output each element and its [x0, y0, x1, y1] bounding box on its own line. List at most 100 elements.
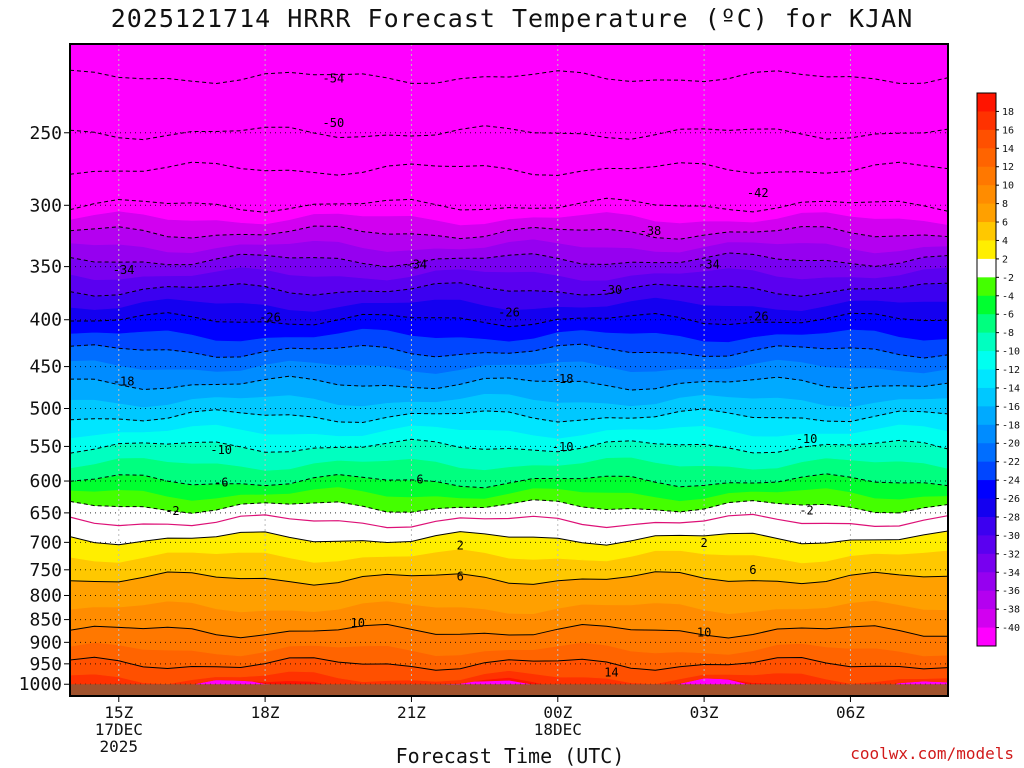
contour-line — [70, 473, 948, 489]
contour-line — [70, 408, 948, 424]
y-tick-label: 250 — [29, 123, 62, 144]
x-tick-label: 03Z — [690, 703, 719, 722]
contour-label: -38 — [640, 224, 662, 238]
colorbar-swatch — [977, 185, 996, 205]
contour-label: -54 — [323, 71, 345, 85]
contour-line — [70, 438, 948, 454]
colorbar-swatch — [977, 332, 996, 352]
colorbar-label: -10 — [1002, 347, 1020, 358]
contour-label: -2 — [165, 504, 179, 518]
contour-line — [70, 499, 948, 514]
y-tick-label: 1000 — [19, 674, 62, 695]
y-tick-label: 500 — [29, 399, 62, 420]
contour-label: -34 — [405, 257, 427, 271]
contour-label: 2 — [457, 539, 464, 553]
colorbar-swatch — [977, 277, 996, 297]
colorbar-label: -12 — [1002, 365, 1020, 376]
colorbar-swatch — [977, 240, 996, 260]
colorbar-label: -2 — [1002, 273, 1014, 284]
colorbar-label: 16 — [1002, 125, 1014, 136]
y-tick-label: 950 — [29, 654, 62, 675]
colorbar-label: 2 — [1002, 254, 1008, 265]
y-tick-label: 750 — [29, 560, 62, 581]
contour-lines — [70, 69, 948, 671]
contour-label: 10 — [697, 625, 711, 639]
contour-line — [70, 161, 948, 176]
contour-line — [70, 375, 948, 391]
x-tick-label: 18DEC — [534, 720, 582, 739]
colorbar-label: -14 — [1002, 383, 1020, 394]
y-tick-label: 600 — [29, 471, 62, 492]
colorbar-label: -32 — [1002, 549, 1020, 560]
contour-label: -50 — [323, 116, 345, 130]
colorbar-swatch — [977, 295, 996, 315]
contour-label: -10 — [796, 432, 818, 446]
colorbar-label: -22 — [1002, 457, 1020, 468]
colorbar-swatch — [977, 553, 996, 573]
colorbar-label: -24 — [1002, 476, 1020, 487]
colorbar-label: -40 — [1002, 623, 1020, 634]
contour-labels: -54-50-42-38-34 -34 -34-30-26 -26 -26-18 -18-… — [113, 71, 818, 679]
contour-label: -18 — [113, 374, 135, 388]
colorbar-swatch — [977, 480, 996, 500]
contour-line — [70, 69, 948, 85]
colorbar-label: -34 — [1002, 568, 1020, 579]
contour-label: -34 — [113, 263, 135, 277]
credit-link[interactable]: coolwx.com/models — [850, 744, 1014, 763]
colorbar-label: 10 — [1002, 181, 1014, 192]
freezing-line — [70, 513, 948, 529]
contour-line — [70, 571, 948, 586]
x-tick-label: 18Z — [251, 703, 280, 722]
contour-line — [70, 225, 948, 240]
colorbar-swatch — [977, 461, 996, 481]
contour-line — [70, 343, 948, 359]
colorbar-label: -4 — [1002, 291, 1014, 302]
gridlines — [70, 44, 948, 696]
colorbar-label: 8 — [1002, 199, 1008, 210]
y-axis: 2503003504004505005506006507007508008509… — [19, 123, 70, 695]
colorbar-swatch — [977, 498, 996, 518]
contour-line — [70, 312, 948, 328]
colorbar-label: 4 — [1002, 236, 1008, 247]
chart-title: 2025121714 HRRR Forecast Temperature (ºC… — [110, 4, 914, 33]
temperature-bands — [70, 44, 948, 696]
x-tick-label: 15Z — [104, 703, 133, 722]
colorbar-swatch — [977, 609, 996, 629]
x-tick-label: 06Z — [836, 703, 865, 722]
y-tick-label: 850 — [29, 610, 62, 631]
contour-line — [70, 623, 948, 639]
colorbar-swatch — [977, 148, 996, 168]
colorbar-label: -16 — [1002, 402, 1020, 413]
y-tick-label: 300 — [29, 195, 62, 216]
colorbar-label: -18 — [1002, 420, 1020, 431]
colorbar-label: 18 — [1002, 107, 1014, 118]
colorbar-swatch — [977, 129, 996, 149]
colorbar: 18 16 14 12 10 8 6 4 2 -2 -4 -6 -8 -10 -12 -14 -16 -18 -20… — [976, 92, 1020, 647]
contour-label: 6 — [749, 563, 756, 577]
y-tick-label: 800 — [29, 585, 62, 606]
colorbar-swatch — [977, 443, 996, 463]
colorbar-label: -30 — [1002, 531, 1020, 542]
contour-label: -10 — [552, 440, 574, 454]
colorbar-swatch — [977, 535, 996, 555]
colorbar-swatch — [977, 387, 996, 407]
contour-label: -6 — [409, 473, 423, 487]
colorbar-label: -26 — [1002, 494, 1020, 505]
contour-label: 10 — [351, 616, 365, 630]
colorbar-label: -6 — [1002, 310, 1014, 321]
colorbar-swatch — [977, 203, 996, 223]
colorbar-swatch — [977, 93, 996, 112]
y-tick-label: 900 — [29, 632, 62, 653]
colorbar-swatch — [977, 258, 996, 278]
contour-line — [70, 530, 948, 546]
x-tick-label: 17DEC — [95, 720, 143, 739]
contour-line — [70, 282, 948, 297]
y-tick-label: 400 — [29, 310, 62, 331]
x-axis-label: Forecast Time (UTC) — [395, 744, 625, 768]
colorbar-swatch — [977, 166, 996, 186]
colorbar-label: -38 — [1002, 605, 1020, 616]
colorbar-swatch — [977, 222, 996, 241]
contour-line — [70, 197, 948, 213]
